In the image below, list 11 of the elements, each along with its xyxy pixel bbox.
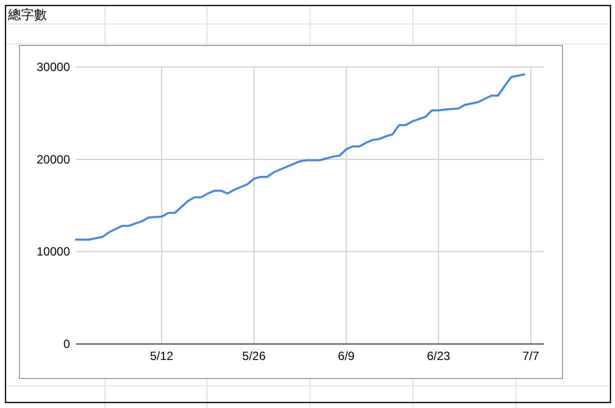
x-tick-label: 6/23 <box>426 349 451 363</box>
y-tick-label: 30000 <box>36 60 70 74</box>
y-tick-label: 0 <box>63 337 70 351</box>
x-tick-label: 5/26 <box>242 349 266 363</box>
y-tick-label: 20000 <box>36 152 70 166</box>
x-tick-label: 6/9 <box>338 349 355 363</box>
x-tick-label: 5/12 <box>150 349 174 363</box>
chart-title: 總字數 <box>7 7 47 22</box>
x-tick-label: 7/7 <box>522 349 540 363</box>
y-tick-label: 10000 <box>36 244 70 259</box>
line-series <box>75 73 526 241</box>
